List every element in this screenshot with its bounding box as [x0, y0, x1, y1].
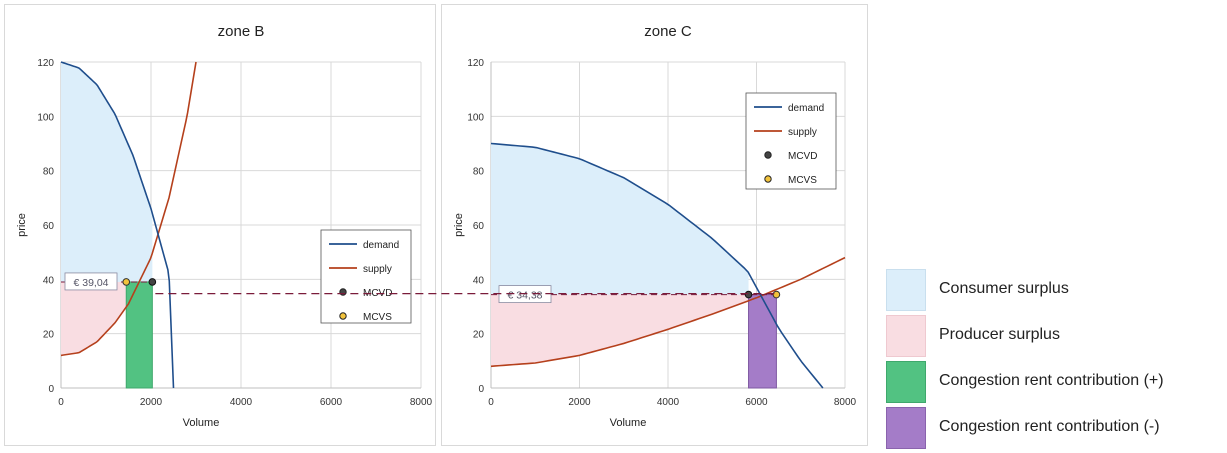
zone-b-ytick-100: 100 — [37, 112, 54, 123]
zone-b-xlabel: Volume — [183, 417, 220, 429]
zone-c-ytick-120: 120 — [467, 58, 484, 69]
zone-c-ytick-60: 60 — [473, 221, 485, 232]
zone-b-ytick-40: 40 — [43, 275, 55, 286]
zone-c-xtick-4000: 4000 — [657, 397, 680, 408]
zone-c-xtick-0: 0 — [488, 397, 494, 408]
zone-b-legend-demand-label: demand — [363, 240, 399, 251]
zone-b-legend-mcvd-label: MCVD — [363, 288, 392, 299]
zone-b-consumer-surplus-area — [61, 62, 153, 282]
zone-c-price-label: € 34,38 — [507, 290, 542, 302]
zone-b-legend-supply-label: supply — [363, 264, 392, 275]
zone-b-demand-line — [60, 61, 175, 389]
consumer-surplus-swatch — [886, 269, 926, 311]
zone-b-xtick-6000: 6000 — [320, 397, 343, 408]
zone-c-ytick-40: 40 — [473, 275, 485, 286]
zone-c-congestion-rent-bar — [748, 294, 777, 389]
chart-zone-b: zone B 0 2000 4000 6000 8000 0 20 40 60 80 100 120 Vo… — [16, 23, 433, 429]
zone-b-xtick-0: 0 — [58, 397, 64, 408]
legend-label-consumer-surplus: Consumer surplus — [939, 280, 1069, 297]
zone-b-ytick-20: 20 — [43, 330, 55, 341]
chart-zone-c: zone C 0 2000 4000 6000 8000 0 20 40 60 80 100 120 Vo… — [453, 23, 857, 429]
legend-label-rent-negative: Congestion rent contribution (-) — [939, 418, 1160, 435]
zone-c-legend-demand-label: demand — [788, 103, 824, 114]
zone-b-xtick-2000: 2000 — [140, 397, 163, 408]
zone-b-legend-mcvs-swatch — [339, 312, 347, 320]
zone-b-mcvd-marker — [148, 278, 157, 286]
zone-b-legend-mcvs-label: MCVS — [363, 312, 392, 323]
zone-b-supply-line — [60, 61, 197, 357]
zone-c-ytick-100: 100 — [467, 112, 484, 123]
zone-c-consumer-surplus-area — [491, 143, 749, 295]
zone-b-xtick-8000: 8000 — [410, 397, 433, 408]
zone-c-ylabel: price — [453, 213, 465, 237]
zone-b-producer-surplus-area — [61, 281, 127, 356]
zone-c-xlabel: Volume — [610, 417, 647, 429]
zone-c-ytick-80: 80 — [473, 167, 485, 178]
zone-c-mcvd-marker — [744, 290, 753, 299]
zone-b-mcvs-marker — [122, 278, 131, 286]
zone-b-xtick-4000: 4000 — [230, 397, 253, 408]
zone-c-legend-mcvs-swatch — [764, 175, 772, 183]
zone-b-ytick-0: 0 — [48, 384, 54, 395]
zone-b-title: zone B — [218, 23, 265, 40]
legend-label-producer-surplus: Producer surplus — [939, 326, 1060, 343]
zone-c-mcvs-marker — [772, 290, 781, 299]
rent-positive-swatch — [886, 361, 926, 403]
zone-b-legend-mcvd-swatch — [339, 288, 347, 296]
zone-c-legend-mcvd-swatch — [764, 151, 772, 159]
zone-b-ylabel: price — [16, 213, 28, 237]
zone-c-ytick-0: 0 — [478, 384, 484, 395]
zone-b-price-label-box — [64, 272, 118, 291]
zone-c-legend-mcvd-label: MCVD — [788, 151, 817, 162]
legend-item-consumer-surplus: Consumer surplus — [886, 269, 1222, 311]
zone-c-xtick-6000: 6000 — [745, 397, 768, 408]
zone-c-legend-box — [745, 92, 837, 190]
zone-c-demand-line — [490, 142, 824, 389]
zone-c-xtick-8000: 8000 — [834, 397, 857, 408]
legend-item-rent-negative: Congestion rent contribution (-) — [886, 407, 1222, 449]
surplus-legend: Consumer surplus Producer surplus Conges… — [886, 269, 1222, 453]
zone-b-congestion-rent-bar — [125, 281, 153, 389]
zone-b-price-label: € 39,04 — [73, 277, 108, 289]
producer-surplus-swatch — [886, 315, 926, 357]
zone-c-title: zone C — [644, 23, 692, 40]
legend-item-producer-surplus: Producer surplus — [886, 315, 1222, 357]
zone-c-xtick-2000: 2000 — [568, 397, 591, 408]
zone-c-legend-mcvs-label: MCVS — [788, 175, 817, 186]
legend-label-rent-positive: Congestion rent contribution (+) — [939, 372, 1164, 389]
chart-panel-zone-b: zone B 0 2000 4000 6000 8000 0 20 40 60 80 100 120 Vo… — [4, 4, 436, 446]
zone-c-legend-supply-label: supply — [788, 127, 817, 138]
zone-b-ytick-120: 120 — [37, 58, 54, 69]
zone-b-legend-box — [320, 229, 412, 324]
zone-b-ytick-60: 60 — [43, 221, 55, 232]
chart-panel-zone-c: zone C 0 2000 4000 6000 8000 0 20 40 60 80 100 120 Vo… — [441, 4, 868, 446]
zone-c-producer-surplus-area — [491, 289, 777, 367]
legend-item-rent-positive: Congestion rent contribution (+) — [886, 361, 1222, 403]
rent-negative-swatch — [886, 407, 926, 449]
zone-b-ytick-80: 80 — [43, 167, 55, 178]
zone-c-ytick-20: 20 — [473, 330, 485, 341]
zone-c-supply-line — [490, 256, 846, 368]
